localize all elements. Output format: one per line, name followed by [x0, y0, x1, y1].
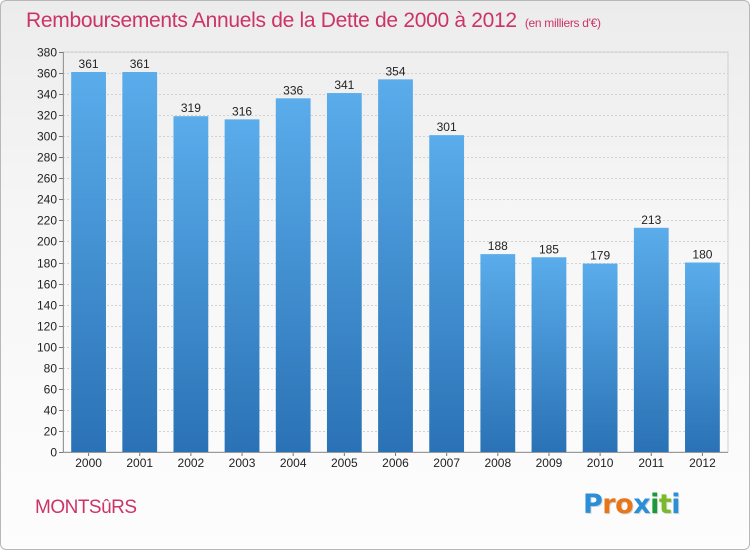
- x-tick-label: 2003: [229, 456, 256, 470]
- value-labels: 361 361 319 316 336 341 354 301 188 185 179 213 180: [79, 57, 713, 263]
- value-label: 188: [488, 239, 508, 253]
- y-tick-label: 80: [44, 362, 58, 376]
- logo-letter: t: [658, 489, 672, 520]
- bar: [122, 72, 158, 452]
- chart-title-main: Remboursements Annuels de la Dette de 20…: [26, 9, 517, 32]
- x-tick-label: 2011: [638, 456, 664, 470]
- logo-letter: P: [583, 489, 603, 520]
- x-tick-label: 2004: [280, 456, 307, 470]
- bar: [633, 227, 669, 452]
- y-tick-label: 360: [37, 67, 57, 81]
- value-label: 361: [130, 57, 150, 71]
- bar: [173, 116, 209, 453]
- y-tick-label: 0: [50, 446, 57, 460]
- value-label: 179: [590, 249, 610, 263]
- x-tick-label: 2005: [331, 456, 358, 470]
- y-tick-label: 160: [37, 278, 57, 292]
- bar: [275, 98, 311, 452]
- bar: [531, 257, 567, 452]
- y-tick-label: 200: [37, 235, 57, 249]
- value-label: 185: [539, 242, 559, 256]
- x-tick-label: 2000: [75, 456, 102, 470]
- x-tick-label: 2007: [433, 456, 460, 470]
- logo-letter: x: [633, 489, 651, 520]
- commune-name: MONTSûRS: [35, 497, 137, 518]
- logo-letter: o: [615, 489, 634, 520]
- y-tick-label: 340: [37, 88, 57, 102]
- value-label: 319: [181, 101, 201, 115]
- bar: [582, 263, 618, 452]
- x-tick-label: 2001: [126, 456, 153, 470]
- y-tick-label: 240: [37, 193, 57, 207]
- chart-title-unit: (en milliers d'€): [524, 16, 601, 30]
- logo-letter: i: [650, 489, 659, 520]
- x-tick-label: 2009: [536, 456, 563, 470]
- y-tick-label: 100: [37, 341, 57, 355]
- value-label: 341: [334, 78, 354, 92]
- y-tick-label: 180: [37, 257, 57, 271]
- proxiti-logo: Proxiti: [583, 489, 681, 520]
- value-label: 316: [232, 104, 252, 118]
- value-label: 361: [79, 57, 99, 71]
- y-tick-label: 140: [37, 299, 57, 313]
- bar: [685, 262, 720, 452]
- bar: [224, 119, 260, 453]
- y-tick-label: 260: [37, 172, 57, 186]
- y-tick-label: 20: [44, 425, 58, 439]
- y-tick-label: 380: [37, 46, 57, 60]
- bar: [71, 72, 106, 452]
- x-tick-label: 2012: [689, 456, 716, 470]
- value-label: 301: [437, 120, 457, 134]
- x-tick-label: 2002: [178, 456, 205, 470]
- y-tick-label: 220: [37, 214, 57, 228]
- x-tick-label: 2010: [587, 456, 614, 470]
- logo-letter: i: [671, 489, 681, 520]
- bar: [480, 254, 516, 452]
- y-tick-label: 320: [37, 109, 57, 123]
- bar: [378, 79, 413, 453]
- value-label: 213: [641, 213, 661, 227]
- value-label: 336: [283, 83, 303, 97]
- value-label: 180: [692, 248, 712, 262]
- y-tick-label: 60: [44, 383, 58, 397]
- logo-letter: r: [602, 489, 616, 520]
- y-tick-label: 120: [37, 320, 57, 334]
- chart-title: Remboursements Annuels de la Dette de 20…: [26, 9, 601, 33]
- y-tick-label: 40: [44, 404, 58, 418]
- y-tick-label: 280: [37, 151, 57, 165]
- bars: [71, 72, 720, 453]
- y-tick-label: 300: [37, 130, 57, 144]
- value-label: 354: [385, 64, 405, 78]
- y-axis-ticks: 0 20 40 60 80 100 120 140 160 180 200 220 240 260 280 3…: [37, 46, 64, 460]
- x-axis-ticks: 2000 2001 2002 2003 2004 2005 2006 2007 2008 2009…: [63, 452, 728, 470]
- x-tick-label: 2008: [484, 456, 511, 470]
- bar: [429, 135, 465, 452]
- x-tick-label: 2006: [382, 456, 409, 470]
- bar: [326, 93, 362, 452]
